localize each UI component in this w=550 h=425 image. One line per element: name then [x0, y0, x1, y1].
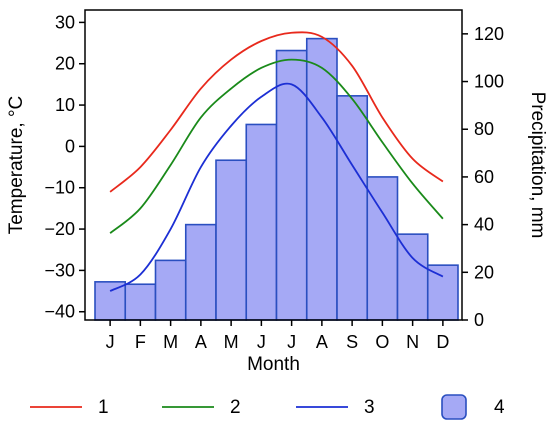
precipitation-bars	[94, 37, 459, 321]
x-tick-label-5: J	[257, 332, 266, 352]
y-right-tick-label: 100	[474, 72, 504, 92]
legend: 1 2 3 4	[30, 394, 505, 420]
x-axis-label: Month	[247, 354, 300, 375]
precip-bar-j-5	[245, 123, 278, 321]
x-tick-label-7: A	[316, 332, 328, 352]
y-right-tick-label: 20	[474, 262, 494, 282]
x-tick-label-6: J	[287, 332, 296, 352]
legend-label-3: 3	[364, 397, 375, 418]
precip-bar-o-9	[366, 176, 399, 321]
precip-bar-f-1	[124, 283, 157, 321]
precip-bar-d-11	[426, 264, 459, 321]
temperature-line-2	[109, 58, 444, 234]
x-tick-label-9: O	[375, 332, 389, 352]
legend-label-1: 1	[98, 397, 109, 418]
precip-bar-n-10	[396, 233, 429, 321]
y-left-tick-label: 30	[55, 12, 75, 32]
precip-bar-m-4	[215, 159, 248, 321]
precip-bar-j-6	[275, 49, 308, 321]
x-tick-label-3: A	[195, 332, 207, 352]
temperature-line-1	[109, 31, 444, 193]
precip-bar-a-3	[184, 223, 217, 321]
y-right-tick-label: 40	[474, 215, 494, 235]
x-tick-label-1: F	[135, 332, 146, 352]
y-left-tick-label: 10	[55, 95, 75, 115]
x-tick-label-11: D	[436, 332, 449, 352]
y-left-tick-label: 20	[55, 54, 75, 74]
x-tick-label-0: J	[106, 332, 115, 352]
precip-bar-s-8	[336, 95, 369, 321]
y-right-tick-label: 0	[474, 310, 484, 330]
y-left-tick-label: −30	[44, 260, 75, 280]
x-tick-label-2: M	[163, 332, 178, 352]
y-right-tick-label: 120	[474, 24, 504, 44]
y-right-tick-label: 60	[474, 167, 494, 187]
precip-bar-a-7	[305, 37, 338, 321]
legend-label-2: 2	[230, 397, 241, 418]
plot-frame	[84, 9, 463, 321]
temperature-line-3	[109, 82, 444, 292]
x-tick-label-8: S	[346, 332, 358, 352]
y-left-tick-label: −40	[44, 302, 75, 322]
y-axis-left-label: Temperature, °C	[6, 96, 27, 235]
temperature-lines	[109, 31, 444, 292]
x-tick-label-4: M	[224, 332, 239, 352]
y-left-tick-label: −10	[44, 178, 75, 198]
y-left-tick-label: 0	[65, 136, 75, 156]
y-left-tick-label: −20	[44, 219, 75, 239]
legend-swatch-4	[441, 394, 467, 420]
y-right-tick-label: 80	[474, 119, 494, 139]
y-axis-right-label: Precipitation, mm	[527, 92, 548, 239]
precip-bar-m-2	[154, 259, 187, 321]
legend-label-4: 4	[494, 397, 505, 418]
x-tick-label-10: N	[406, 332, 419, 352]
